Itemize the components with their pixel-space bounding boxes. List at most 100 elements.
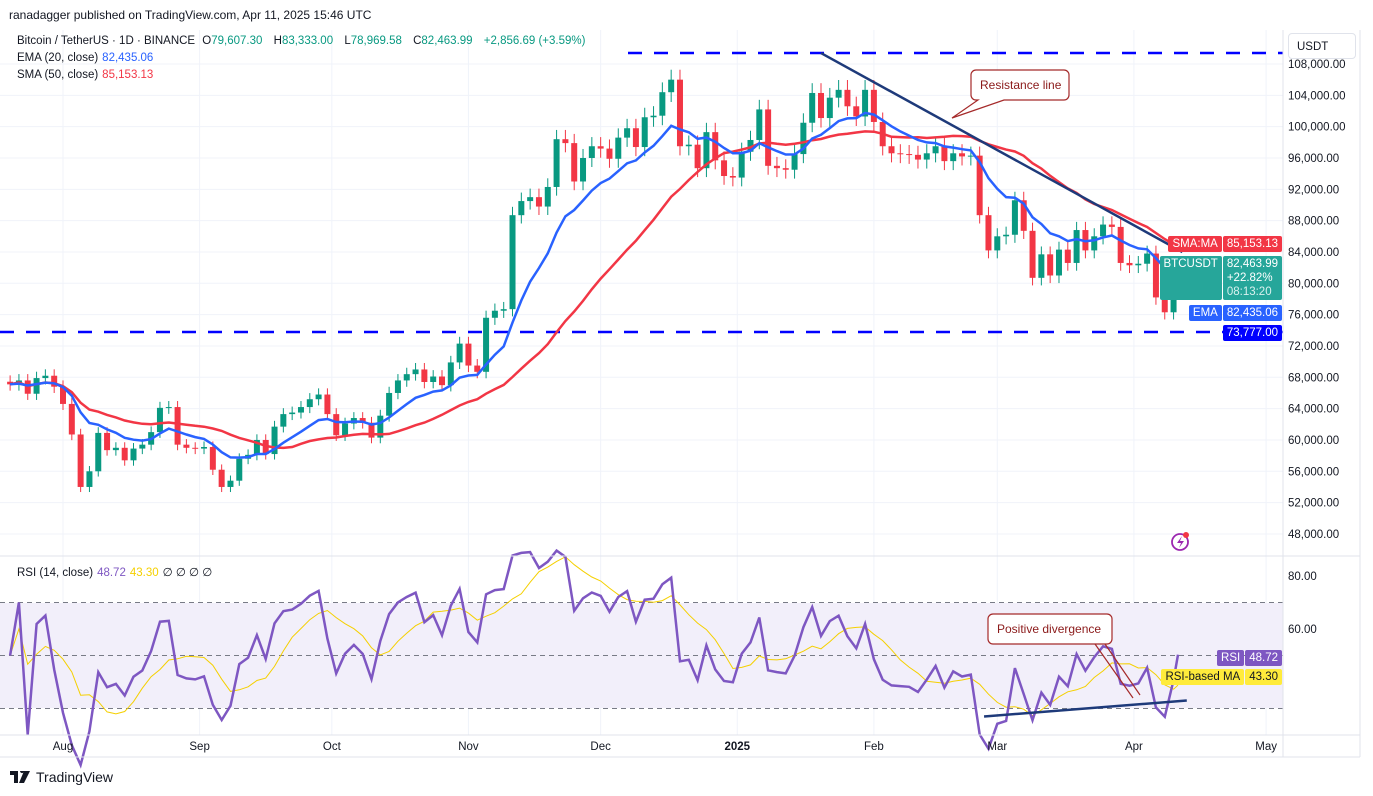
candle-body: [967, 155, 974, 157]
rsi-trendline[interactable]: [983, 699, 1187, 718]
candle: [994, 228, 1001, 259]
candle: [1091, 228, 1098, 259]
candle: [544, 178, 551, 215]
candle: [562, 129, 569, 153]
candle-body: [976, 155, 983, 216]
candle: [1038, 246, 1045, 286]
price-tick: 80,000.00: [1288, 278, 1339, 290]
candle: [156, 401, 163, 438]
candle-body: [985, 215, 992, 251]
candle-body: [588, 146, 595, 158]
candle-body: [51, 375, 58, 387]
brand-name: TradingView: [36, 769, 114, 785]
resistance-trendline[interactable]: [820, 51, 1183, 254]
candle-body: [412, 369, 419, 375]
candle: [183, 439, 190, 454]
sma-legend[interactable]: SMA (50, close) 85,153.13: [17, 69, 154, 81]
candle-body: [782, 168, 789, 170]
candle: [104, 427, 111, 456]
candle-body: [218, 469, 225, 487]
tradingview-logo[interactable]: TradingView: [10, 769, 113, 785]
flash-icon[interactable]: [1171, 532, 1189, 551]
candle-body: [130, 448, 137, 461]
time-axis[interactable]: Aug Sep Oct Nov Dec 2025 Feb Mar Apr May: [53, 741, 1277, 753]
sma-value: 85,153.13: [102, 69, 154, 81]
candle: [1003, 226, 1010, 245]
change-percent: +22.82%: [1226, 272, 1273, 284]
candle-body: [897, 153, 904, 155]
candle: [483, 310, 490, 379]
candle-body: [535, 197, 542, 207]
candle: [1011, 191, 1018, 243]
resistance-callout[interactable]: Resistance line: [951, 69, 1070, 119]
candle: [527, 188, 534, 210]
candle: [403, 367, 410, 387]
price-tick: 64,000.00: [1288, 404, 1339, 416]
candle-body: [500, 309, 507, 311]
candle-body: [668, 79, 675, 93]
candle: [606, 139, 613, 168]
candle: [121, 442, 128, 466]
candle: [650, 106, 657, 127]
candle-body: [853, 106, 860, 117]
candle-body: [359, 418, 366, 423]
candle: [192, 442, 199, 455]
candle-body: [712, 132, 719, 161]
time-tick: Dec: [590, 741, 611, 753]
candle-body: [430, 376, 437, 382]
rsi-legend[interactable]: RSI (14, close) 48.72 43.30 ∅ ∅ ∅ ∅: [17, 567, 213, 579]
candle: [1152, 245, 1159, 305]
time-tick: Sep: [189, 741, 209, 753]
candle: [421, 362, 428, 389]
ema-legend[interactable]: EMA (20, close) 82,435.06: [17, 52, 154, 64]
candle: [721, 151, 728, 185]
candle-body: [888, 146, 895, 154]
candle: [297, 401, 304, 419]
divergence-callout[interactable]: Positive divergence: [987, 613, 1141, 699]
candle: [1020, 191, 1027, 239]
candle: [306, 393, 313, 414]
time-tick: Nov: [458, 741, 479, 753]
candle-body: [624, 128, 631, 138]
candle-body: [271, 426, 278, 455]
candle: [33, 371, 40, 400]
candle-body: [439, 376, 446, 386]
price-tick: 60,000.00: [1288, 435, 1339, 447]
candle-body: [289, 412, 296, 415]
candle: [685, 135, 692, 156]
candle: [756, 99, 763, 150]
time-tick: Aug: [53, 741, 73, 753]
candle-body: [104, 432, 111, 451]
candle-body: [756, 109, 763, 140]
candle-body: [1144, 253, 1151, 264]
candle: [676, 69, 683, 156]
candle-body: [544, 186, 551, 207]
candle-body: [42, 375, 49, 379]
price-tick: 48,000.00: [1288, 529, 1339, 541]
candle: [765, 99, 772, 175]
candle: [1108, 216, 1115, 236]
candle-body: [456, 343, 463, 363]
published-header: ranadagger published on TradingView.com,…: [9, 8, 372, 22]
candle-body: [685, 144, 692, 147]
candle-body: [139, 444, 146, 449]
candle: [324, 388, 331, 421]
currency-unit[interactable]: USDT: [1288, 33, 1356, 59]
price-axis[interactable]: 108,000.00 104,000.00 100,000.00 96,000.00 9…: [1288, 59, 1346, 541]
candle: [201, 441, 208, 455]
candle: [86, 466, 93, 493]
candle-body: [773, 165, 780, 169]
candle: [465, 336, 472, 373]
candle: [914, 145, 921, 169]
candle: [218, 464, 225, 493]
candle-body: [527, 197, 534, 202]
price-tick: 88,000.00: [1288, 216, 1339, 228]
bar-countdown: 08:13:20: [1226, 286, 1272, 298]
candle: [1055, 241, 1062, 284]
candle: [394, 374, 401, 400]
candle-body: [959, 153, 966, 157]
candle-body: [844, 89, 851, 107]
candle-body: [342, 423, 349, 436]
symbol-legend[interactable]: Bitcoin / TetherUS · 1D · BINANCE O79,60…: [17, 35, 586, 47]
